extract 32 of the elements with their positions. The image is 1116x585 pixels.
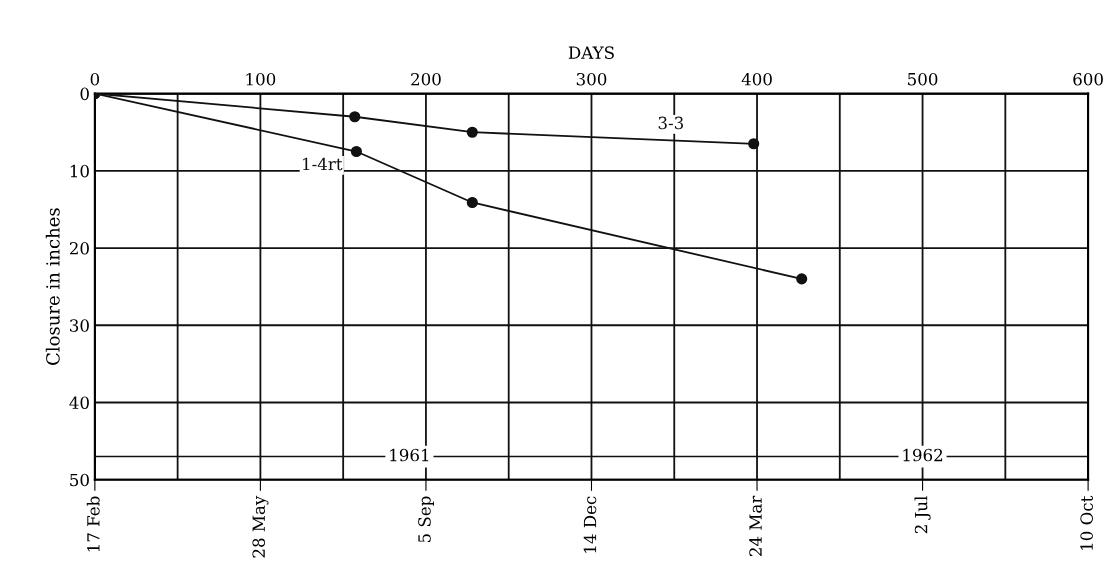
point (466, 126, 478, 138)
x-tick-label: 2 Jul (914, 496, 931, 534)
series-label: 1-4rt (303, 157, 343, 171)
point (349, 111, 361, 123)
x-tick-label: 14 Dec (583, 496, 597, 553)
point (796, 273, 808, 285)
y-tick-label: 20 (69, 242, 89, 255)
y-tick-label: 40 (69, 396, 89, 410)
x2-tick-label: 500 (908, 72, 938, 86)
x2-tick-label: 0 (90, 72, 100, 86)
annotation: 1961 (390, 448, 429, 462)
point (466, 196, 478, 209)
y-tick-label: 0 (80, 87, 89, 101)
x2-tick-label: 600 (1073, 72, 1103, 86)
point (748, 138, 760, 150)
x-tick-label: 10 Oct (1080, 495, 1093, 550)
series-label: 3-3 (658, 116, 684, 130)
annotation: 1962 (903, 448, 943, 462)
y-tick-label: 30 (70, 319, 89, 332)
x2-tick-label: 200 (411, 72, 441, 86)
x2-axis-title: DAYS (568, 46, 614, 59)
y-axis-title: Closure in inches (45, 208, 60, 365)
x2-tick-label: 300 (576, 72, 607, 86)
y-tick-label: 10 (70, 164, 89, 178)
x-tick-label: 17 Feb (86, 496, 100, 552)
x2-tick-label: 400 (741, 72, 772, 86)
x-tick-label: 28 May (252, 495, 269, 558)
x2-tick-label: 100 (246, 72, 276, 86)
x-tick-label: 5 Sep (418, 496, 435, 543)
y-tick-label: 50 (70, 473, 89, 487)
x-tick-label: 24 Mar (749, 495, 762, 557)
point (350, 145, 362, 158)
